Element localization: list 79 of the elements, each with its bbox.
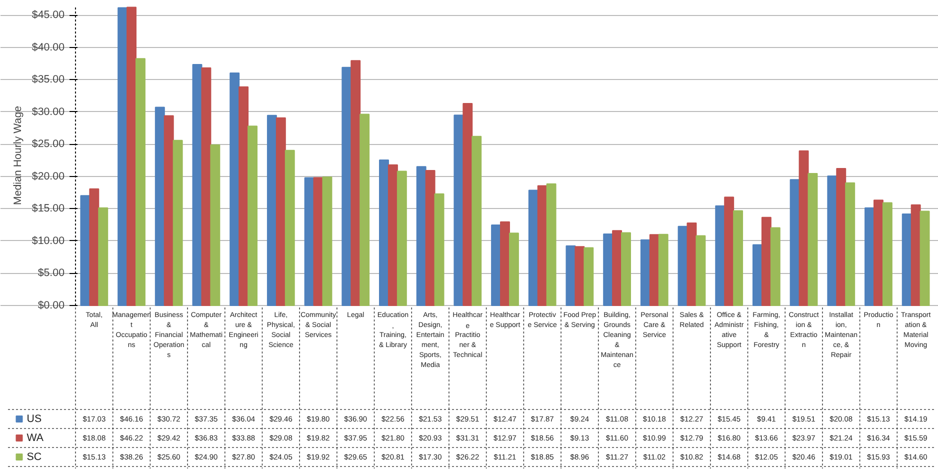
y-tick-label: $15.00 <box>32 202 65 215</box>
bar <box>434 193 444 306</box>
bar <box>882 202 892 306</box>
bar <box>798 150 809 306</box>
bar <box>752 244 762 306</box>
bar <box>342 66 352 306</box>
bar <box>266 114 277 306</box>
bar <box>649 234 660 306</box>
bar <box>845 182 856 306</box>
bar <box>210 144 220 306</box>
y-tick-label: $40.00 <box>32 41 65 54</box>
bar <box>164 115 174 306</box>
bar <box>172 140 183 306</box>
bar <box>454 114 464 306</box>
bar <box>770 227 780 306</box>
bar <box>910 204 921 306</box>
bar <box>640 239 650 306</box>
bar <box>827 175 838 306</box>
bar <box>154 106 165 306</box>
bar <box>396 170 407 306</box>
bar <box>201 67 212 306</box>
bar <box>491 224 502 306</box>
bar <box>98 207 108 306</box>
bar <box>472 136 482 306</box>
bar <box>248 126 258 306</box>
y-tick-label: $20.00 <box>32 170 65 182</box>
bar <box>546 183 556 306</box>
bar <box>136 58 146 306</box>
y-tick-label: $5.00 <box>38 267 65 280</box>
legend-label: SC <box>26 451 42 463</box>
bar <box>715 205 726 306</box>
bar <box>276 117 286 306</box>
legend-label: US <box>26 413 42 425</box>
bar <box>603 234 614 306</box>
bar <box>537 185 548 306</box>
bar <box>864 207 874 306</box>
bar <box>416 166 426 306</box>
bar <box>733 210 744 306</box>
bar <box>284 150 295 306</box>
y-tick-label: $0.00 <box>38 300 65 312</box>
bar <box>89 188 100 306</box>
y-tick-label: $30.00 <box>32 106 65 118</box>
bar <box>379 159 389 306</box>
bar <box>612 230 622 306</box>
bar <box>790 179 800 306</box>
bar <box>80 195 90 306</box>
bar <box>920 210 930 306</box>
bar <box>350 60 361 306</box>
bar <box>230 72 240 306</box>
bar <box>678 226 688 306</box>
y-axis-title: Median Hourly Wage <box>12 106 24 206</box>
y-tick-label: $25.00 <box>32 138 65 150</box>
bar <box>322 176 332 306</box>
y-tick-label: $10.00 <box>32 234 65 247</box>
legend-label: WA <box>26 432 44 444</box>
bar <box>462 103 473 306</box>
y-tick-label: $45.00 <box>32 9 65 22</box>
bar <box>360 114 370 306</box>
bar <box>621 232 631 306</box>
bar <box>508 232 519 306</box>
bar <box>574 246 585 306</box>
bar <box>724 196 734 306</box>
bar <box>658 234 668 306</box>
bar <box>126 6 137 306</box>
y-tick-label: $35.00 <box>32 74 65 86</box>
bar <box>584 247 594 306</box>
bar <box>118 7 128 306</box>
bar <box>761 216 772 306</box>
bar <box>836 168 846 306</box>
bar <box>304 177 314 306</box>
bar <box>500 221 510 306</box>
bar <box>808 173 818 306</box>
bar <box>902 213 912 306</box>
bar <box>696 235 706 306</box>
bar <box>238 86 249 306</box>
bar <box>528 190 538 306</box>
bar <box>425 170 436 306</box>
bar <box>388 164 398 306</box>
bar <box>873 200 884 306</box>
